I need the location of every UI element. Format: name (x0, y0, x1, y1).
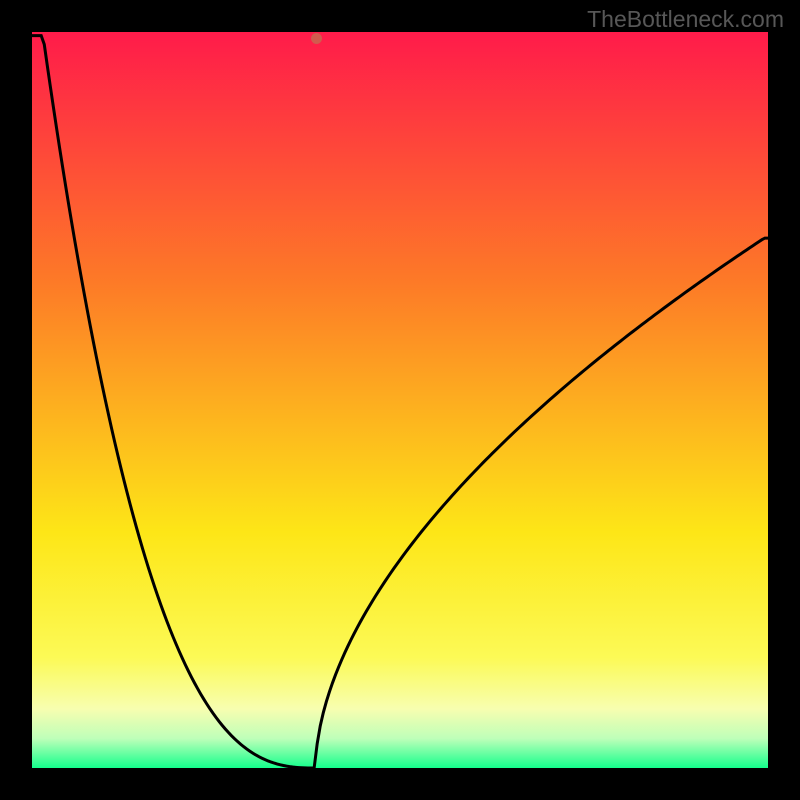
chart-gradient-area (32, 32, 768, 768)
bottleneck-curve (32, 32, 768, 768)
curve-path (32, 36, 768, 768)
watermark-text: TheBottleneck.com (587, 6, 784, 33)
